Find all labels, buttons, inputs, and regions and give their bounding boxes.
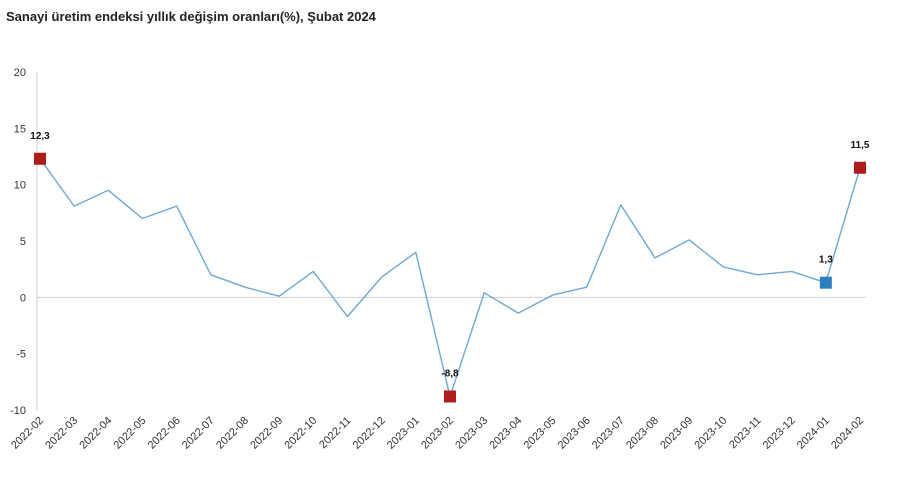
x-tick-label: 2022-08 <box>214 415 251 452</box>
x-tick-label: 2023-04 <box>487 415 524 452</box>
data-point-marker <box>854 161 866 174</box>
x-tick-label: 2022-10 <box>282 415 319 452</box>
x-tick-label: 2023-02 <box>419 415 456 452</box>
chart-title: Sanayi üretim endeksi yıllık değişim ora… <box>6 9 376 24</box>
x-tick-label: 2023-10 <box>692 415 729 452</box>
y-tick-label: -5 <box>16 349 26 361</box>
x-tick-label: 2023-03 <box>453 415 490 452</box>
x-tick-label: 2023-12 <box>761 415 798 452</box>
x-tick-label: 2024-01 <box>795 415 832 452</box>
x-tick-label: 2023-06 <box>556 415 593 452</box>
x-tick-label: 2022-07 <box>180 415 217 452</box>
x-tick-label: 2024-02 <box>829 415 866 452</box>
x-tick-label: 2023-11 <box>727 415 763 451</box>
data-value-label: 1,3 <box>819 255 833 266</box>
data-point-marker <box>444 390 456 403</box>
y-tick-label: 15 <box>14 123 26 135</box>
x-tick-label: 2023-01 <box>385 415 422 452</box>
y-tick-label: 20 <box>14 67 26 79</box>
x-tick-label: 2023-08 <box>624 415 661 452</box>
x-tick-label: 2023-07 <box>590 415 627 452</box>
chart-axes <box>36 72 866 410</box>
x-tick-label: 2022-09 <box>248 415 285 452</box>
y-tick-label: 10 <box>14 180 26 192</box>
x-axis-ticks: 2022-022022-032022-042022-052022-062022-… <box>9 415 866 452</box>
data-value-label: -8,8 <box>441 368 459 379</box>
data-value-label: 12,3 <box>30 131 50 142</box>
series-line <box>39 158 861 398</box>
x-tick-label: 2022-04 <box>77 415 114 452</box>
y-axis-ticks: 20 15 10 5 0 -5 -10 <box>10 67 26 417</box>
y-tick-label: 0 <box>20 292 26 304</box>
data-point-marker <box>819 276 832 289</box>
data-labels: 12,3 -8,8 1,3 11,5 <box>30 131 870 380</box>
x-tick-label: 2022-12 <box>351 415 388 452</box>
x-tick-label: 2022-02 <box>9 415 46 452</box>
data-point-marker <box>34 152 46 165</box>
y-tick-label: -10 <box>10 405 26 417</box>
y-tick-label: 5 <box>20 236 26 248</box>
x-tick-label: 2022-11 <box>317 415 353 451</box>
x-tick-label: 2022-05 <box>112 415 149 452</box>
x-tick-label: 2022-06 <box>146 415 183 452</box>
data-value-label: 11,5 <box>851 140 870 151</box>
series-line-group <box>39 158 861 398</box>
x-tick-label: 2022-03 <box>43 415 80 452</box>
highlight-markers <box>34 152 866 403</box>
x-tick-label: 2023-05 <box>522 415 559 452</box>
x-tick-label: 2023-09 <box>658 415 695 452</box>
